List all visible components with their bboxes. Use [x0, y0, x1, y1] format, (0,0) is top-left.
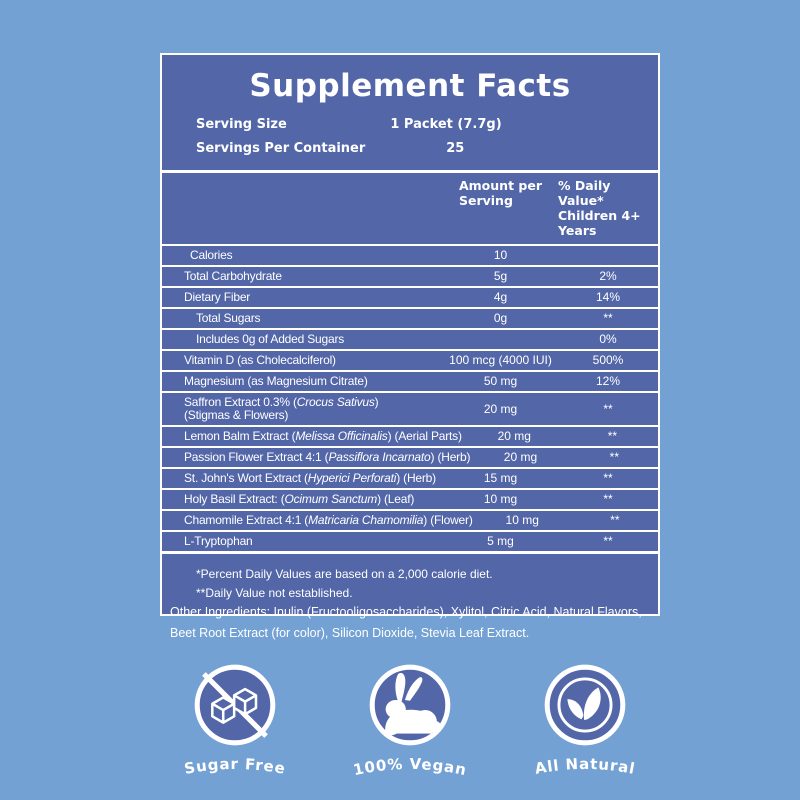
serving-row: Serving Size 1 Packet (7.7g): [162, 112, 658, 136]
other-ingredients-line: Beet Root Extract (for color), Silicon D…: [170, 626, 530, 640]
panel-title: Supplement Facts: [249, 68, 571, 104]
ingredient-daily-value: 0%: [599, 332, 617, 346]
footnotes: *Percent Daily Values are based on a 2,0…: [162, 551, 658, 614]
ingredient-amount: 10: [493, 248, 508, 262]
badge-label-vegan: 100% Vegan: [352, 755, 468, 779]
ingredient-amount: 10 mg: [483, 492, 518, 506]
ingredient-name: Chamomile Extract 4:1 (Matricaria Chamom…: [184, 513, 473, 527]
ingredient-amount: 20 mg: [497, 429, 531, 443]
ingredient-amount: 10 mg: [505, 513, 539, 527]
table-row: Includes 0g of Added Sugars 0%: [162, 330, 658, 351]
header-daily-value: % Daily Value* Children 4+ Years: [558, 178, 641, 238]
ingredient-name: Includes 0g of Added Sugars: [196, 332, 345, 346]
ingredient-amount: 20 mg: [503, 450, 538, 464]
all-natural-leaf-icon: [544, 664, 626, 746]
ingredient-amount: 0g: [493, 311, 508, 325]
ingredient-name: St. John's Wort Extract (Hyperici Perfor…: [184, 471, 436, 485]
footnote-line: **Daily Value not established.: [196, 586, 353, 600]
serving-value: 1 Packet (7.7g): [390, 116, 502, 132]
footnote-line: *Percent Daily Values are based on a 2,0…: [196, 567, 493, 581]
ingredient-amount: 50 mg: [483, 374, 518, 388]
table-row: Calories 10: [162, 246, 658, 267]
table-row: Passion Flower Extract 4:1 (Passiflora I…: [162, 448, 658, 469]
table-row: Chamomile Extract 4:1 (Matricaria Chamom…: [162, 511, 658, 532]
ingredient-amount: 15 mg: [483, 471, 518, 485]
svg-text:Sugar Free: Sugar Free: [183, 755, 287, 778]
other-ingredients: Other Ingredients: Inulin (Fructooligosa…: [170, 602, 655, 644]
sugar-free-icon: [194, 664, 276, 746]
ingredient-amount: 100 mcg (4000 IUI): [449, 353, 552, 367]
table-row: Vitamin D (as Cholecalciferol) 100 mcg (…: [162, 351, 658, 372]
badge-label-sugar-free: Sugar Free: [183, 755, 287, 778]
facts-rows: Calories 10 Total Carbohydrate 5g 2% Die…: [162, 246, 658, 551]
ingredient-name: L-Tryptophan: [184, 534, 253, 548]
ingredient-daily-value: **: [603, 311, 613, 325]
ingredient-daily-value: **: [603, 471, 613, 485]
ingredient-daily-value: 2%: [599, 269, 617, 283]
ingredient-amount: 20 mg: [483, 401, 518, 416]
ingredient-daily-value: **: [603, 534, 613, 548]
ingredient-daily-value: **: [610, 513, 620, 527]
ingredient-name: Magnesium (as Magnesium Citrate): [184, 374, 368, 388]
ingredient-daily-value: 500%: [592, 353, 624, 367]
table-row: Total Carbohydrate 5g 2%: [162, 267, 658, 288]
ingredient-daily-value: **: [603, 401, 613, 416]
vegan-rabbit-icon: [369, 664, 451, 746]
ingredient-name: Vitamin D (as Cholecalciferol): [184, 353, 336, 367]
table-row: Total Sugars 0g **: [162, 309, 658, 330]
table-row: Lemon Balm Extract (Melissa Officinalis)…: [162, 427, 658, 448]
header-amount-per-serving: Amount per Serving: [458, 178, 542, 208]
table-row: L-Tryptophan 5 mg **: [162, 532, 658, 551]
ingredient-name: Total Carbohydrate: [184, 269, 282, 283]
svg-text:100% Vegan: 100% Vegan: [352, 755, 469, 779]
ingredient-name: Total Sugars: [196, 311, 261, 325]
ingredient-daily-value: 12%: [595, 374, 621, 388]
other-ingredients-line: Other Ingredients: Inulin (Fructooligosa…: [170, 605, 642, 619]
ingredient-name: Holy Basil Extract: (Ocimum Sanctum) (Le…: [184, 492, 415, 506]
table-header: Amount per Serving % Daily Value* Childr…: [162, 173, 658, 246]
ingredient-name: Lemon Balm Extract (Melissa Officinalis)…: [184, 429, 462, 443]
ingredient-daily-value: **: [609, 450, 619, 464]
serving-info: Serving Size 1 Packet (7.7g) Servings Pe…: [162, 112, 658, 170]
ingredient-name: Passion Flower Extract 4:1 (Passiflora I…: [184, 450, 471, 464]
serving-label: Servings Per Container: [196, 140, 366, 156]
ingredient-name: Dietary Fiber: [184, 290, 251, 304]
svg-text:All Natural: All Natural: [533, 755, 637, 778]
ingredient-amount: 5 mg: [487, 534, 514, 548]
ingredient-name: Saffron Extract 0.3% (Crocus Sativus) (St…: [184, 395, 379, 422]
table-row: St. John's Wort Extract (Hyperici Perfor…: [162, 469, 658, 490]
badge-vegan: 100% Vegan: [335, 663, 485, 787]
section-divider: [162, 170, 658, 173]
ingredient-name: Calories: [190, 248, 233, 262]
table-row: Dietary Fiber 4g 14%: [162, 288, 658, 309]
table-row: Saffron Extract 0.3% (Crocus Sativus) (St…: [162, 393, 658, 427]
ingredient-daily-value: 14%: [595, 290, 621, 304]
serving-value: 25: [446, 140, 465, 156]
serving-row: Servings Per Container 25: [162, 136, 658, 160]
ingredient-amount: 4g: [493, 290, 508, 304]
table-row: Magnesium (as Magnesium Citrate) 50 mg 1…: [162, 372, 658, 393]
serving-label: Serving Size: [196, 116, 287, 132]
supplement-facts-panel: Supplement Facts Serving Size 1 Packet (…: [160, 53, 660, 616]
badge-label-all-natural: All Natural: [533, 755, 636, 778]
ingredient-amount: 5g: [493, 269, 508, 283]
badge-all-natural: All Natural: [510, 663, 660, 787]
ingredient-daily-value: **: [607, 429, 618, 443]
badge-sugar-free: Sugar Free: [160, 663, 310, 787]
ingredient-daily-value: **: [603, 492, 613, 506]
badges-row: Sugar Free 100% Vegan: [160, 663, 660, 787]
table-row: Holy Basil Extract: (Ocimum Sanctum) (Le…: [162, 490, 658, 511]
